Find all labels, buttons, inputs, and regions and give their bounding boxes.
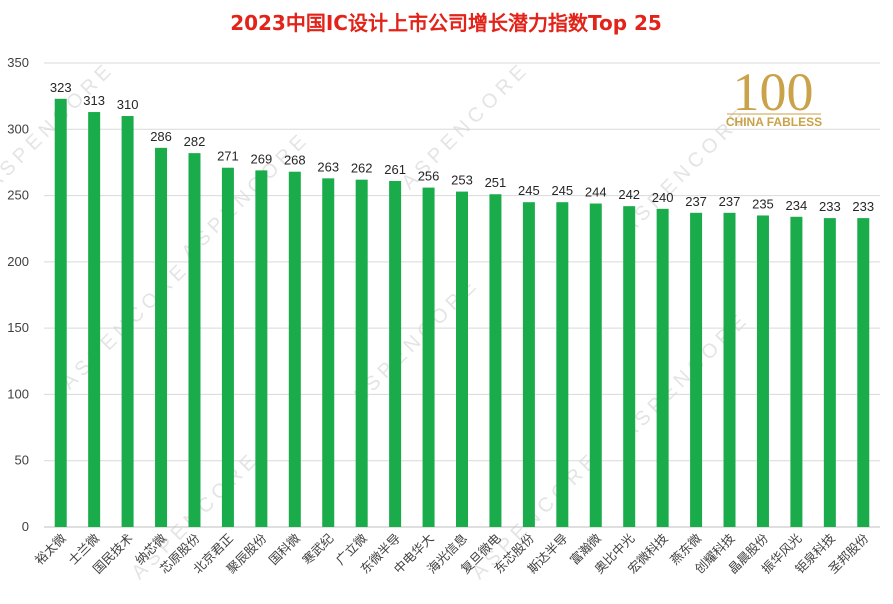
bar bbox=[756, 215, 769, 527]
y-tick-label: 300 bbox=[7, 121, 29, 136]
data-label: 269 bbox=[251, 151, 273, 166]
bar bbox=[823, 218, 836, 527]
data-label: 261 bbox=[384, 162, 406, 177]
bar bbox=[623, 206, 636, 528]
data-label: 235 bbox=[752, 196, 774, 211]
bar bbox=[188, 153, 201, 528]
y-tick-label: 50 bbox=[15, 453, 29, 468]
data-label: 256 bbox=[418, 169, 440, 184]
bar bbox=[255, 170, 268, 527]
x-tick-label: 国科微 bbox=[266, 530, 303, 567]
bar bbox=[322, 178, 335, 527]
bar bbox=[522, 202, 535, 527]
data-label: 313 bbox=[83, 93, 105, 108]
data-label: 237 bbox=[719, 194, 741, 209]
data-label: 242 bbox=[618, 187, 640, 202]
data-label: 323 bbox=[50, 80, 72, 95]
y-tick-label: 100 bbox=[7, 386, 29, 401]
x-tick-label: 裕太微 bbox=[32, 530, 69, 567]
bar bbox=[690, 212, 703, 527]
bar bbox=[723, 212, 736, 527]
bar bbox=[656, 208, 669, 528]
x-tick-label: 寒武纪 bbox=[299, 530, 336, 567]
data-label: 244 bbox=[585, 185, 607, 200]
data-label: 271 bbox=[217, 149, 239, 164]
bar bbox=[54, 98, 67, 528]
bar bbox=[790, 216, 803, 528]
bar bbox=[489, 194, 502, 527]
bar bbox=[121, 116, 134, 528]
data-label: 245 bbox=[551, 183, 573, 198]
chart-title: 2023中国IC设计上市公司增长潜力指数Top 25 bbox=[230, 11, 662, 35]
logo-caption: CHINA FABLESS bbox=[726, 115, 822, 129]
data-label: 240 bbox=[652, 190, 674, 205]
data-label: 310 bbox=[117, 97, 139, 112]
china-fabless-logo: 100 CHINA FABLESS bbox=[726, 62, 822, 129]
bar bbox=[288, 171, 301, 528]
bar bbox=[556, 202, 569, 527]
y-tick-label: 150 bbox=[7, 320, 29, 335]
data-label: 245 bbox=[518, 183, 540, 198]
bar bbox=[221, 167, 234, 527]
y-tick-label: 0 bbox=[22, 519, 29, 534]
data-label: 282 bbox=[184, 134, 206, 149]
y-tick-label: 250 bbox=[7, 188, 29, 203]
data-label: 263 bbox=[317, 159, 339, 174]
data-label: 233 bbox=[819, 199, 841, 214]
bar bbox=[589, 203, 602, 528]
logo-number: 100 bbox=[733, 62, 814, 122]
bar bbox=[355, 179, 368, 528]
data-label: 253 bbox=[451, 173, 473, 188]
data-label: 286 bbox=[150, 129, 172, 144]
data-label: 251 bbox=[485, 175, 507, 190]
bar bbox=[155, 147, 168, 528]
y-axis: 0 50 100 150 200 250 300 350 bbox=[7, 55, 29, 534]
y-tick-label: 350 bbox=[7, 55, 29, 70]
data-label: 234 bbox=[786, 198, 808, 213]
data-label: 237 bbox=[685, 194, 707, 209]
data-labels: 323 313 310 286 282 271 269 268 263 262 261 256 253 2… bbox=[50, 80, 874, 214]
y-tick-label: 200 bbox=[7, 254, 29, 269]
bar bbox=[857, 218, 870, 527]
bar bbox=[389, 180, 402, 527]
bar bbox=[456, 191, 468, 527]
bar bbox=[422, 187, 435, 528]
data-label: 233 bbox=[852, 199, 874, 214]
data-label: 268 bbox=[284, 153, 306, 168]
bar-series bbox=[54, 98, 870, 528]
data-label: 262 bbox=[351, 161, 373, 176]
bar bbox=[88, 112, 101, 528]
